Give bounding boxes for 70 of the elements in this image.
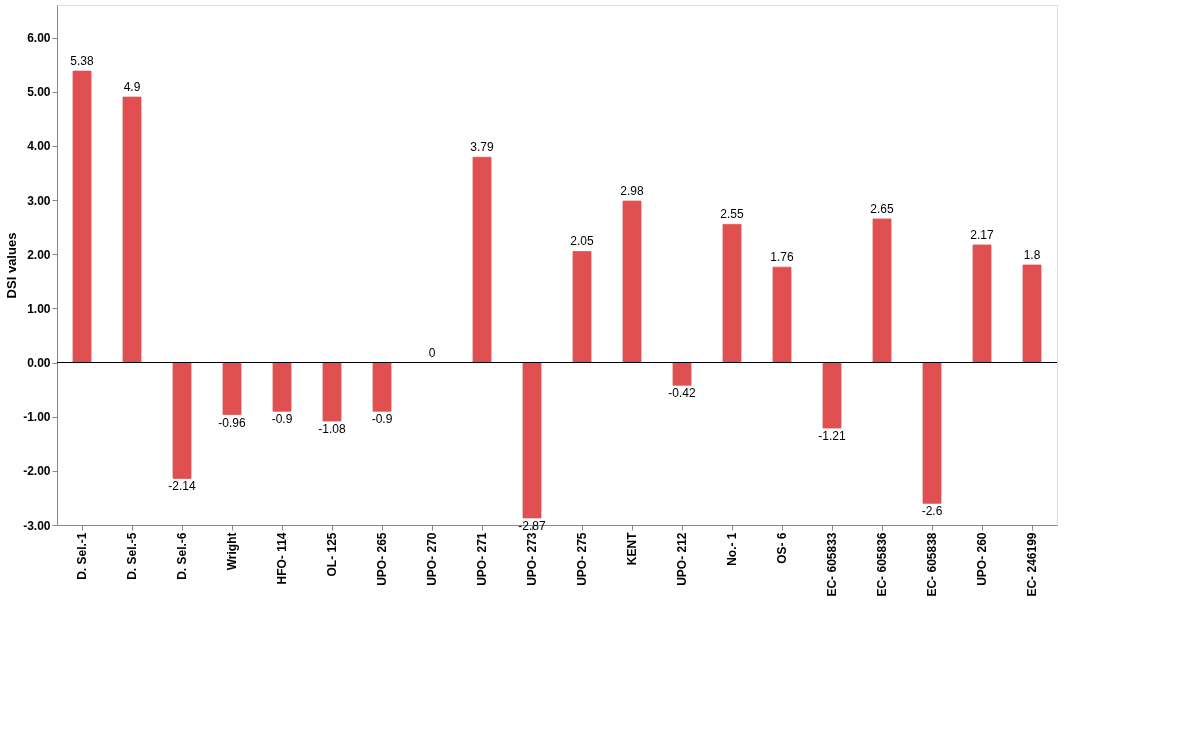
data-label: -0.9 [371,412,393,427]
y-tick-label: 4.00 [27,139,51,154]
data-label: 2.17 [970,227,994,242]
bar [222,362,242,415]
y-tick-label: -1.00 [23,410,51,425]
bar [922,362,942,504]
x-tick-label: OL- 125 [325,532,339,577]
data-label: 3.79 [470,140,494,155]
data-label: 1.76 [770,250,794,265]
bar [1022,264,1042,363]
x-tick-label: No.- 1 [725,532,739,566]
data-label: -1.21 [818,429,846,444]
bar [722,223,742,363]
data-label: 4.9 [123,80,141,95]
x-tick-label: D. Sel.-1 [75,532,89,580]
x-tick-label: HFO- 114 [275,532,289,585]
data-label: 1.8 [1023,248,1041,262]
y-tick-label: 6.00 [27,31,51,45]
bar [672,362,692,386]
data-label: -2.14 [168,479,196,494]
bar [972,244,992,363]
x-tick-label: EC- 605836 [875,532,889,597]
bar [372,362,392,412]
y-tick-label: 0.00 [27,356,51,370]
x-tick-label: UPO- 265 [375,532,389,586]
data-label: -0.42 [668,386,696,401]
data-label: -1.08 [318,422,346,436]
bar [322,362,342,422]
y-tick-label: 5.00 [27,85,51,100]
bar [122,96,142,363]
y-axis-title: DSI values [4,232,20,299]
bar [472,156,492,363]
data-label: -0.9 [271,412,293,427]
data-label: 5.38 [70,54,94,69]
y-tick-label: 3.00 [27,193,51,208]
bar [172,362,192,479]
x-tick-label: UPO- 212 [675,532,689,586]
data-label: -2.6 [921,504,943,519]
data-label: 2.55 [720,207,744,222]
x-tick-label: Wright [225,532,239,571]
data-label: 0 [428,345,436,360]
bar [772,266,792,363]
x-tick-label: UPO- 275 [575,532,589,586]
data-label: -2.87 [518,518,546,533]
y-tick-label: 1.00 [27,301,51,316]
bar [622,200,642,363]
x-tick-label: UPO- 260 [975,532,989,586]
x-tick-label: D. Sel.-6 [175,532,189,580]
bar [522,362,542,519]
y-tick-label: 2.00 [27,247,51,262]
y-tick-label: -3.00 [23,518,51,533]
x-tick-label: EC- 605833 [825,532,839,597]
x-tick-label: UPO- 270 [425,532,439,586]
x-tick-label: OS- 6 [775,532,789,564]
x-tick-label: UPO- 273 [525,532,539,586]
y-tick-label: -2.00 [23,464,51,479]
x-tick-label: EC- 605838 [925,532,939,597]
x-tick-label: D. Sel.-5 [125,532,139,580]
data-label: 2.65 [870,201,894,216]
x-tick-label: EC- 246199 [1025,532,1039,597]
data-label: 2.05 [570,234,594,249]
data-label: 2.98 [620,184,644,199]
x-tick-label: UPO- 271 [475,532,489,586]
bar [72,70,92,363]
bar [572,251,592,363]
data-label: -0.96 [218,415,246,430]
bar [272,362,292,412]
x-tick-label: KENT [625,531,639,566]
bar [872,218,892,363]
bar [822,362,842,429]
